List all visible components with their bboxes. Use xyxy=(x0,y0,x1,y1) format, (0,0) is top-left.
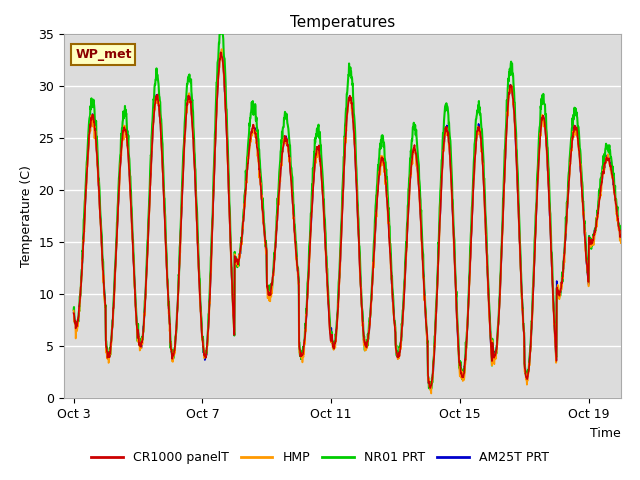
CR1000 panelT xyxy=(426,385,434,391)
AM25T PRT xyxy=(617,236,625,242)
AM25T PRT xyxy=(160,186,168,192)
CR1000 panelT xyxy=(85,140,93,145)
HMP xyxy=(497,264,505,270)
Line: AM25T PRT: AM25T PRT xyxy=(74,52,621,389)
NR01 PRT xyxy=(191,165,199,170)
HMP xyxy=(364,336,372,342)
Text: WP_met: WP_met xyxy=(75,48,132,61)
AM25T PRT xyxy=(497,264,505,270)
NR01 PRT xyxy=(216,31,223,36)
NR01 PRT xyxy=(617,234,625,240)
Line: HMP: HMP xyxy=(74,49,621,394)
HMP xyxy=(428,391,435,396)
NR01 PRT xyxy=(497,255,505,261)
Legend: CR1000 panelT, HMP, NR01 PRT, AM25T PRT: CR1000 panelT, HMP, NR01 PRT, AM25T PRT xyxy=(86,446,554,469)
CR1000 panelT xyxy=(497,263,505,269)
X-axis label: Time: Time xyxy=(590,427,621,440)
Line: NR01 PRT: NR01 PRT xyxy=(74,34,621,389)
CR1000 panelT xyxy=(364,338,372,344)
AM25T PRT xyxy=(85,140,93,146)
AM25T PRT xyxy=(70,310,77,315)
NR01 PRT xyxy=(207,269,214,275)
Y-axis label: Temperature (C): Temperature (C) xyxy=(20,165,33,267)
CR1000 panelT xyxy=(191,176,199,182)
HMP xyxy=(70,308,77,313)
HMP xyxy=(218,46,225,52)
NR01 PRT xyxy=(85,124,93,130)
AM25T PRT xyxy=(364,336,372,342)
CR1000 panelT xyxy=(207,276,214,282)
NR01 PRT xyxy=(70,307,77,312)
HMP xyxy=(160,189,168,195)
NR01 PRT xyxy=(160,175,168,180)
CR1000 panelT xyxy=(217,50,225,56)
HMP xyxy=(85,143,93,149)
Line: CR1000 panelT: CR1000 panelT xyxy=(74,53,621,388)
CR1000 panelT xyxy=(70,311,77,316)
AM25T PRT xyxy=(427,386,435,392)
NR01 PRT xyxy=(427,386,435,392)
Title: Temperatures: Temperatures xyxy=(290,15,395,30)
CR1000 panelT xyxy=(160,186,168,192)
AM25T PRT xyxy=(191,177,199,182)
AM25T PRT xyxy=(207,276,214,281)
HMP xyxy=(207,276,214,282)
HMP xyxy=(191,172,199,178)
CR1000 panelT xyxy=(617,232,625,238)
HMP xyxy=(617,240,625,246)
AM25T PRT xyxy=(217,49,225,55)
NR01 PRT xyxy=(364,331,372,337)
